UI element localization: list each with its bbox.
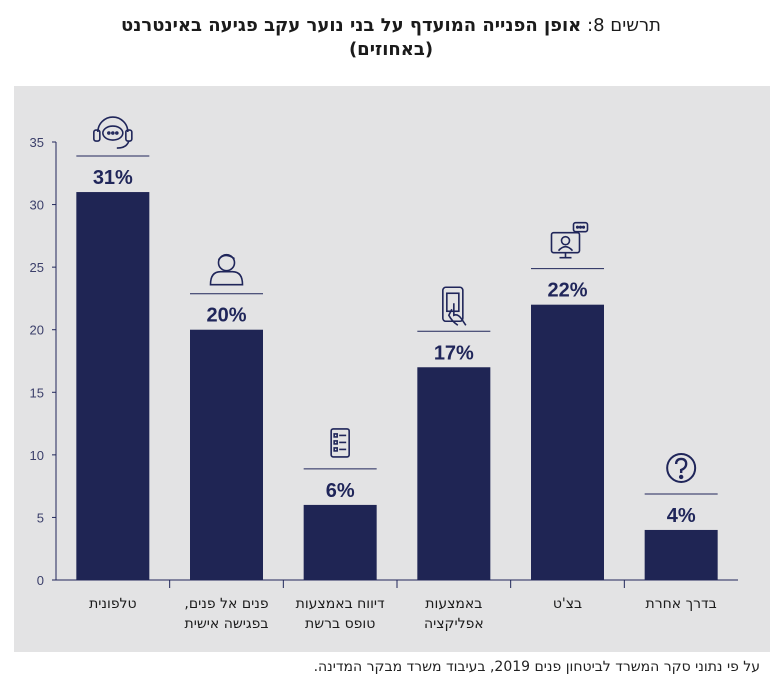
- y-tick-label: 20: [30, 323, 44, 338]
- bar: [76, 192, 150, 581]
- x-tick-label: בצ'ט: [553, 596, 582, 612]
- y-tick-label: 35: [30, 135, 44, 150]
- bar: [417, 367, 491, 580]
- y-tick-label: 10: [30, 448, 44, 463]
- source-note: על פי נתוני סקר המשרד לביטחון פנים 2019,…: [313, 659, 760, 675]
- x-tick-label: אפליקציה: [424, 616, 484, 632]
- y-tick-label: 5: [37, 510, 44, 525]
- x-tick-label: טלפונית: [89, 596, 137, 612]
- chat-monitor-icon: [550, 221, 589, 259]
- data-label: 31%: [93, 167, 133, 189]
- data-label: 4%: [667, 505, 696, 527]
- x-tick-label: באמצעות: [425, 596, 482, 612]
- form-icon: [330, 428, 350, 458]
- x-tick-label: בדרך אחרת: [646, 596, 717, 612]
- headset-icon: [93, 116, 133, 149]
- chart-title-main: אופן הפנייה המועדף על בני נוער עקב פגיעה…: [121, 15, 582, 36]
- person-icon: [209, 253, 244, 286]
- x-tick-label: פנים אל פנים,: [184, 596, 268, 612]
- x-tick-label: טופס ברשת: [305, 616, 375, 632]
- data-label: 20%: [206, 305, 246, 327]
- bar: [644, 529, 718, 580]
- data-label: 17%: [434, 342, 474, 364]
- phone-app-icon: [442, 286, 467, 326]
- chart-title: תרשים 8: אופן הפנייה המועדף על בני נוער …: [20, 14, 762, 62]
- y-tick-label: 15: [30, 385, 44, 400]
- y-tick-label: 30: [30, 198, 44, 213]
- chart-title-prefix: תרשים 8:: [587, 15, 661, 36]
- data-label: 6%: [326, 480, 355, 502]
- question-icon: [666, 452, 697, 483]
- bar: [303, 504, 377, 580]
- chart-title-units: (באחוזים): [348, 39, 434, 60]
- x-tick-label: דיווח באמצעות: [296, 596, 385, 612]
- bar: [531, 304, 604, 580]
- bar: [190, 329, 263, 580]
- y-tick-label: 25: [30, 260, 44, 275]
- x-tick-label: בפגישה אישית: [185, 616, 269, 632]
- y-tick-label: 0: [37, 573, 44, 588]
- data-label: 22%: [547, 280, 587, 302]
